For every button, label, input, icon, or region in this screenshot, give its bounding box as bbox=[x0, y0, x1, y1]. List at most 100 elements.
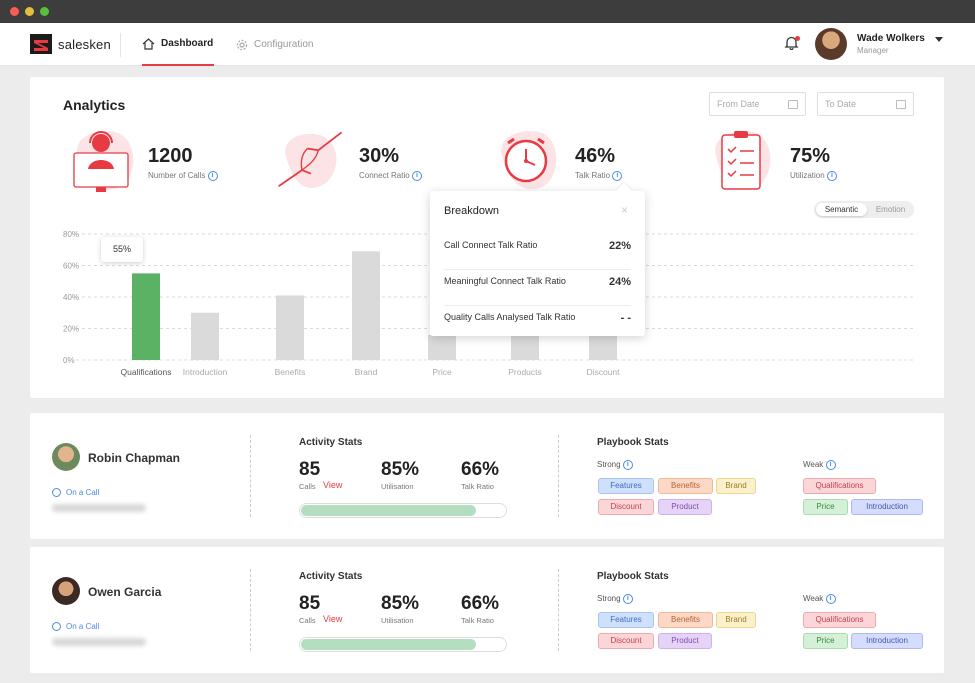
bar[interactable] bbox=[511, 334, 539, 360]
tag-strong[interactable]: Benefits bbox=[658, 612, 713, 628]
info-icon[interactable]: i bbox=[411, 171, 422, 181]
tag-strong[interactable]: Product bbox=[658, 633, 712, 649]
agent-card[interactable]: Robin Chapman On a Call Activity Stats 8… bbox=[30, 413, 944, 539]
breakdown-label: Meaningful Connect Talk Ratio bbox=[444, 276, 566, 286]
agent-avatar bbox=[52, 443, 80, 471]
tag-weak[interactable]: Introduction bbox=[851, 633, 923, 649]
bar[interactable] bbox=[352, 251, 380, 360]
tag-weak[interactable]: Price bbox=[803, 633, 848, 649]
section-divider bbox=[250, 435, 251, 517]
close-icon[interactable]: × bbox=[621, 203, 629, 217]
talk-ratio-value: 66% bbox=[461, 459, 500, 480]
info-icon[interactable]: i bbox=[826, 171, 837, 181]
tab-configuration[interactable]: Configuration bbox=[236, 23, 313, 66]
view-calls-link[interactable]: View bbox=[323, 614, 343, 624]
x-tick-label: Discount bbox=[586, 367, 620, 377]
tag-strong[interactable]: Discount bbox=[598, 633, 654, 649]
semantic-emotion-toggle[interactable]: Semantic Emotion bbox=[814, 201, 914, 218]
agent-name[interactable]: Robin Chapman bbox=[88, 451, 180, 465]
brand-logo[interactable]: salesken bbox=[30, 34, 111, 54]
x-tick-label: Qualifications bbox=[120, 367, 171, 377]
info-icon[interactable]: i bbox=[207, 171, 218, 181]
tag-weak[interactable]: Qualifications bbox=[803, 612, 876, 628]
breakdown-value: - - bbox=[620, 312, 631, 324]
tab-dashboard[interactable]: Dashboard bbox=[142, 23, 214, 66]
bar[interactable] bbox=[132, 273, 160, 360]
info-icon[interactable]: i bbox=[622, 460, 633, 470]
breakdown-label: Quality Calls Analysed Talk Ratio bbox=[444, 312, 576, 322]
x-tick-label: Brand bbox=[355, 367, 378, 377]
headset-agent-icon bbox=[73, 131, 134, 192]
progress-fill bbox=[301, 505, 477, 516]
minimize-window-icon[interactable] bbox=[25, 7, 34, 16]
top-navigation: salesken Dashboard Configuration Wade Wo… bbox=[0, 23, 975, 66]
kpi-label: Talk Ratio i bbox=[575, 171, 623, 181]
agent-name[interactable]: Owen Garcia bbox=[88, 585, 162, 599]
utilisation-label: Utilisation bbox=[381, 482, 414, 491]
x-tick-label: Products bbox=[508, 367, 542, 377]
bar[interactable] bbox=[276, 295, 304, 360]
bar[interactable] bbox=[191, 312, 219, 360]
handshake-icon bbox=[278, 131, 343, 189]
x-tick-label: Price bbox=[432, 367, 452, 377]
tag-strong[interactable]: Features bbox=[598, 612, 654, 628]
view-calls-link[interactable]: View bbox=[323, 480, 343, 490]
agent-status: On a Call bbox=[52, 622, 99, 632]
toggle-emotion[interactable]: Emotion bbox=[875, 205, 906, 214]
to-date-input[interactable]: To Date bbox=[817, 92, 914, 116]
agent-card[interactable]: Owen Garcia On a Call Activity Stats 85 … bbox=[30, 547, 944, 673]
from-date-input[interactable]: From Date bbox=[709, 92, 806, 116]
tag-strong[interactable]: Features bbox=[598, 478, 654, 494]
info-icon[interactable]: i bbox=[825, 594, 836, 604]
x-tick-label: Introduction bbox=[183, 367, 228, 377]
window-titlebar bbox=[0, 0, 975, 23]
topic-bar-chart: 0% 20% 40% 60% 80% Qualifications Introduction… bbox=[63, 230, 914, 377]
tag-strong[interactable]: Discount bbox=[598, 499, 654, 515]
breakdown-row: Call Connect Talk Ratio 22% bbox=[444, 234, 631, 270]
bar[interactable] bbox=[589, 334, 617, 360]
agent-status: On a Call bbox=[52, 488, 99, 498]
progress-fill bbox=[301, 639, 477, 650]
info-icon[interactable]: i bbox=[622, 594, 633, 604]
tag-weak[interactable]: Qualifications bbox=[803, 478, 876, 494]
tag-strong[interactable]: Product bbox=[658, 499, 712, 515]
breakdown-value: 24% bbox=[608, 276, 631, 288]
tag-weak[interactable]: Price bbox=[803, 499, 848, 515]
maximize-window-icon[interactable] bbox=[40, 7, 49, 16]
y-tick-label: 60% bbox=[63, 262, 79, 271]
utilisation-value: 85% bbox=[381, 593, 420, 614]
tag-strong[interactable]: Brand bbox=[716, 612, 756, 628]
notification-button[interactable] bbox=[784, 35, 800, 55]
notification-badge bbox=[795, 36, 800, 41]
user-avatar[interactable] bbox=[815, 28, 847, 60]
close-window-icon[interactable] bbox=[10, 7, 19, 16]
tag-strong[interactable]: Benefits bbox=[658, 478, 713, 494]
utilisation-label: Utilisation bbox=[381, 616, 414, 625]
calls-value: 85 bbox=[299, 593, 321, 614]
chevron-down-icon[interactable] bbox=[935, 37, 943, 42]
kpi-label: Number of Calls i bbox=[148, 171, 218, 181]
kpi-value: 30% bbox=[359, 145, 400, 167]
salesken-logo-icon bbox=[30, 34, 52, 54]
agent-phone-blurred bbox=[52, 638, 146, 646]
info-icon[interactable]: i bbox=[825, 460, 836, 470]
clock-icon bbox=[52, 622, 61, 632]
clipboard-checklist-icon bbox=[715, 131, 771, 190]
y-tick-label: 80% bbox=[63, 230, 79, 239]
toggle-semantic[interactable]: Semantic bbox=[816, 203, 867, 216]
calls-label: Calls bbox=[299, 616, 316, 625]
kpi-value: 75% bbox=[790, 145, 831, 167]
kpi-label: Connect Ratio i bbox=[359, 171, 422, 181]
agent-phone-blurred bbox=[52, 504, 146, 512]
gear-icon bbox=[236, 39, 248, 50]
breakdown-row: Quality Calls Analysed Talk Ratio - - bbox=[444, 306, 631, 342]
section-divider bbox=[558, 435, 559, 517]
brand-name: salesken bbox=[58, 36, 111, 52]
tag-weak[interactable]: Introduction bbox=[851, 499, 923, 515]
info-icon[interactable]: i bbox=[612, 171, 623, 181]
talk-ratio-label: Talk Ratio bbox=[461, 616, 494, 625]
from-date-placeholder: From Date bbox=[717, 99, 760, 109]
tag-strong[interactable]: Brand bbox=[716, 478, 756, 494]
bar[interactable] bbox=[428, 334, 456, 360]
